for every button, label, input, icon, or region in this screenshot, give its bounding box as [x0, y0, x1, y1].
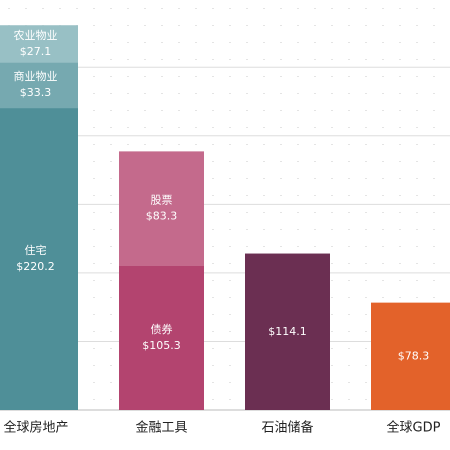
x-tick-label: 金融工具 — [135, 420, 187, 436]
bar-segment — [119, 265, 204, 410]
bar-segment — [0, 62, 78, 109]
value-label: $83.3 — [146, 209, 178, 222]
segment-name: 农业物业 — [14, 28, 58, 42]
segment-name: 住宅 — [25, 243, 47, 257]
value-label: $27.1 — [20, 45, 52, 58]
bar-segment — [0, 108, 78, 410]
value-label: $33.3 — [20, 86, 52, 99]
bar-segment — [245, 253, 330, 410]
x-tick-label: 石油储备 — [261, 420, 313, 436]
segment-name: 股票 — [151, 193, 173, 206]
x-tick-label: 全球GDP — [387, 420, 441, 436]
segment-name: 商业物业 — [14, 69, 58, 83]
value-label: $220.2 — [16, 260, 55, 273]
bar-segment — [119, 151, 204, 266]
x-tick-label: 全球房地产 — [3, 420, 68, 436]
value-label: $114.1 — [268, 325, 307, 338]
value-label: $78.3 — [398, 349, 430, 362]
value-label: $105.3 — [142, 339, 181, 352]
bar-segment — [0, 25, 78, 63]
segment-name: 债券 — [151, 322, 173, 336]
bar-segment — [371, 302, 450, 410]
